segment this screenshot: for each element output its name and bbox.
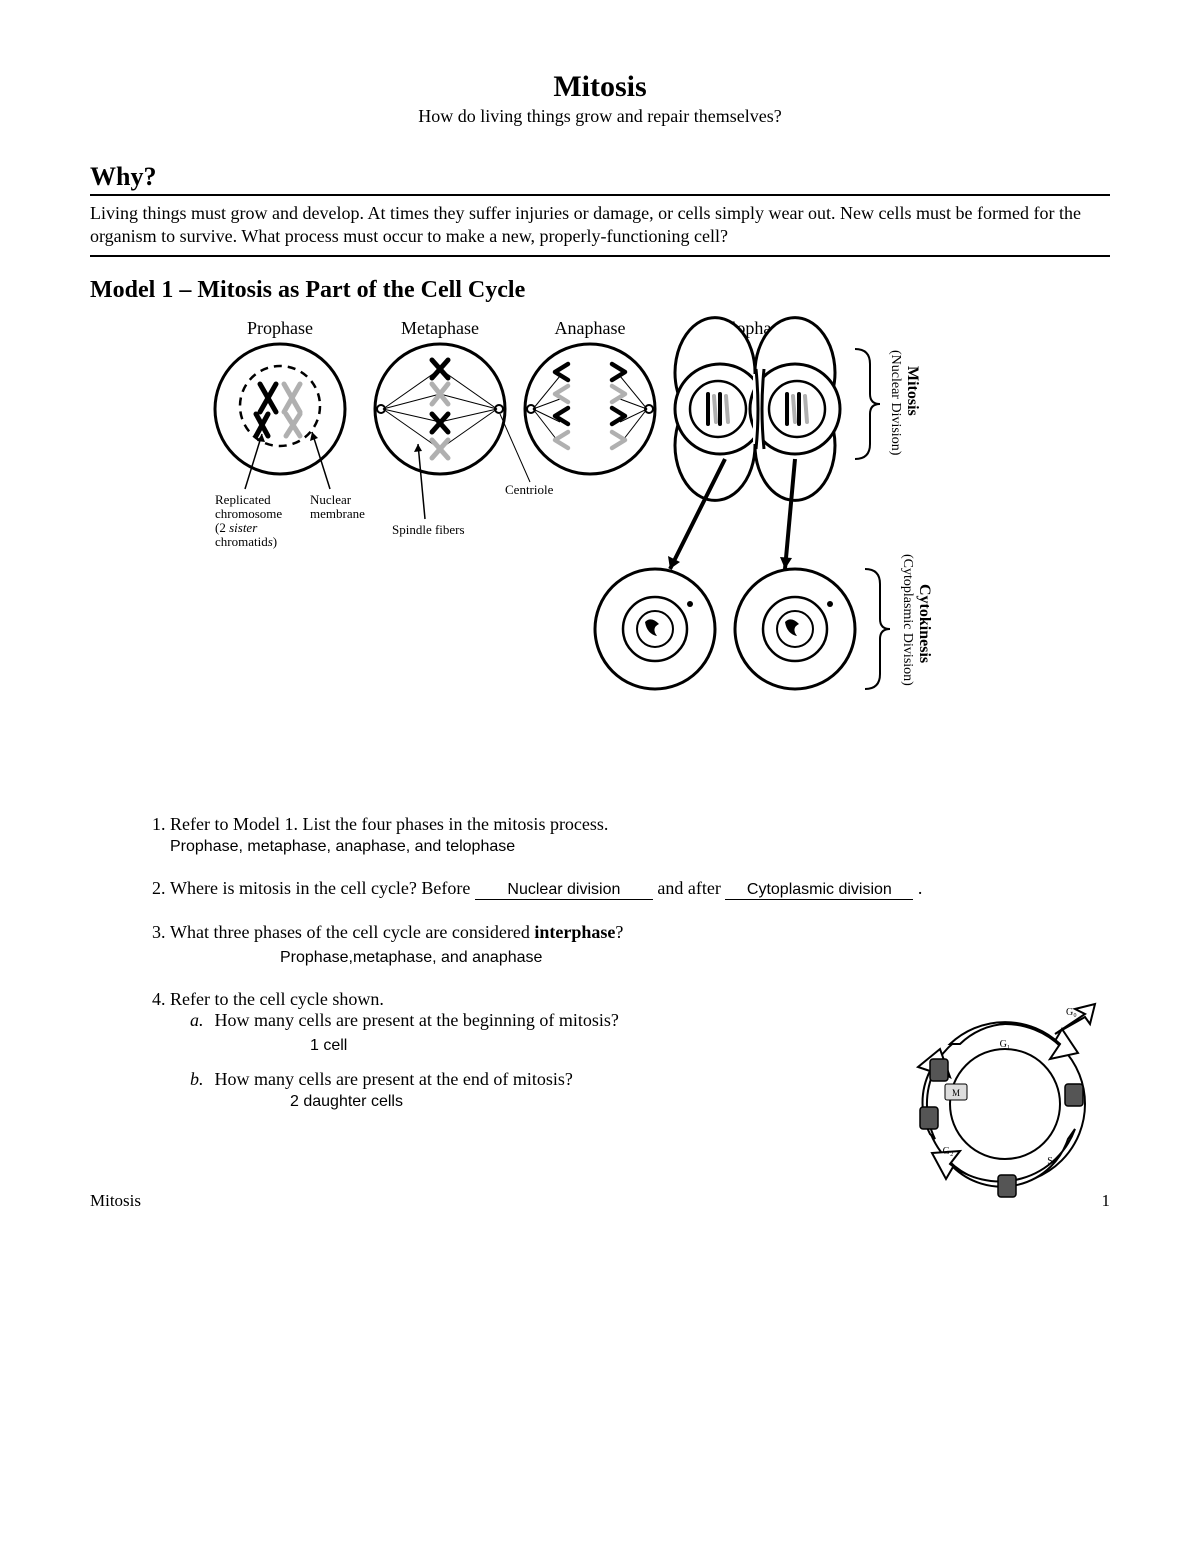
why-heading: Why? [90,162,1110,192]
blank-after: Cytoplasmic division [725,881,913,900]
metaphase-cell [375,344,505,519]
svg-text:(Nuclear Division): (Nuclear Division) [888,350,903,456]
svg-text:S: S [1047,1156,1053,1167]
cytokinesis-brace: Cytokinesis (Cytoplasmic Division) [865,554,933,689]
divider [90,255,1110,257]
svg-text:Spindle fibers: Spindle fibers [392,522,465,537]
telophase-cell [675,317,840,500]
why-body: Living things must grow and develop. At … [90,202,1110,249]
svg-text:Anaphase: Anaphase [555,318,626,338]
svg-text:Metaphase: Metaphase [401,318,479,338]
page-title: Mitosis [90,70,1110,104]
svg-text:Mitosis: Mitosis [904,366,921,416]
svg-text:Replicated: Replicated [215,492,271,507]
question-1: Refer to Model 1. List the four phases i… [170,814,1110,856]
question-list: Refer to Model 1. List the four phases i… [130,814,1110,1111]
svg-text:chromosome: chromosome [215,506,282,521]
svg-text:Centriole: Centriole [505,482,554,497]
svg-text:(2 sister: (2 sister [215,520,258,535]
svg-text:Prophase: Prophase [247,318,313,338]
svg-text:G₂: G₂ [943,1146,954,1157]
answer-3: Prophase,metaphase, and anaphase [280,949,542,967]
mitosis-brace: Mitosis (Nuclear Division) [855,349,921,459]
svg-text:chromatids): chromatids) [215,534,277,549]
answer-4b: 2 daughter cells [290,1093,403,1111]
page-subtitle: How do living things grow and repair the… [90,106,1110,127]
blank-before: Nuclear division [475,881,653,900]
answer-4a: 1 cell [310,1037,347,1055]
question-4: Refer to the cell cycle shown. a. How ma… [170,989,1110,1111]
svg-text:(Cytoplasmic Division): (Cytoplasmic Division) [900,554,915,686]
anaphase-cell [525,344,655,474]
daughter-cell-right [735,569,855,689]
divider [90,194,1110,196]
svg-text:G₁: G₁ [1000,1039,1011,1050]
svg-text:membrane: membrane [310,506,365,521]
prophase-cell [215,344,345,489]
svg-text:Nuclear: Nuclear [310,492,352,507]
daughter-cell-left [595,569,715,689]
mitosis-diagram: Prophase Metaphase Anaphase Telophase Re… [160,314,1040,794]
cell-cycle-diagram: M G₁ S G₂ G₀ [890,989,1120,1209]
answer-1: Prophase, metaphase, anaphase, and telop… [170,838,515,855]
footer-left: Mitosis [90,1191,141,1211]
question-2: Where is mitosis in the cell cycle? Befo… [170,878,1110,900]
model-heading: Model 1 – Mitosis as Part of the Cell Cy… [90,277,1110,304]
question-3: What three phases of the cell cycle are … [170,922,1110,967]
svg-text:M: M [952,1088,960,1098]
svg-text:Cytokinesis: Cytokinesis [916,584,933,663]
